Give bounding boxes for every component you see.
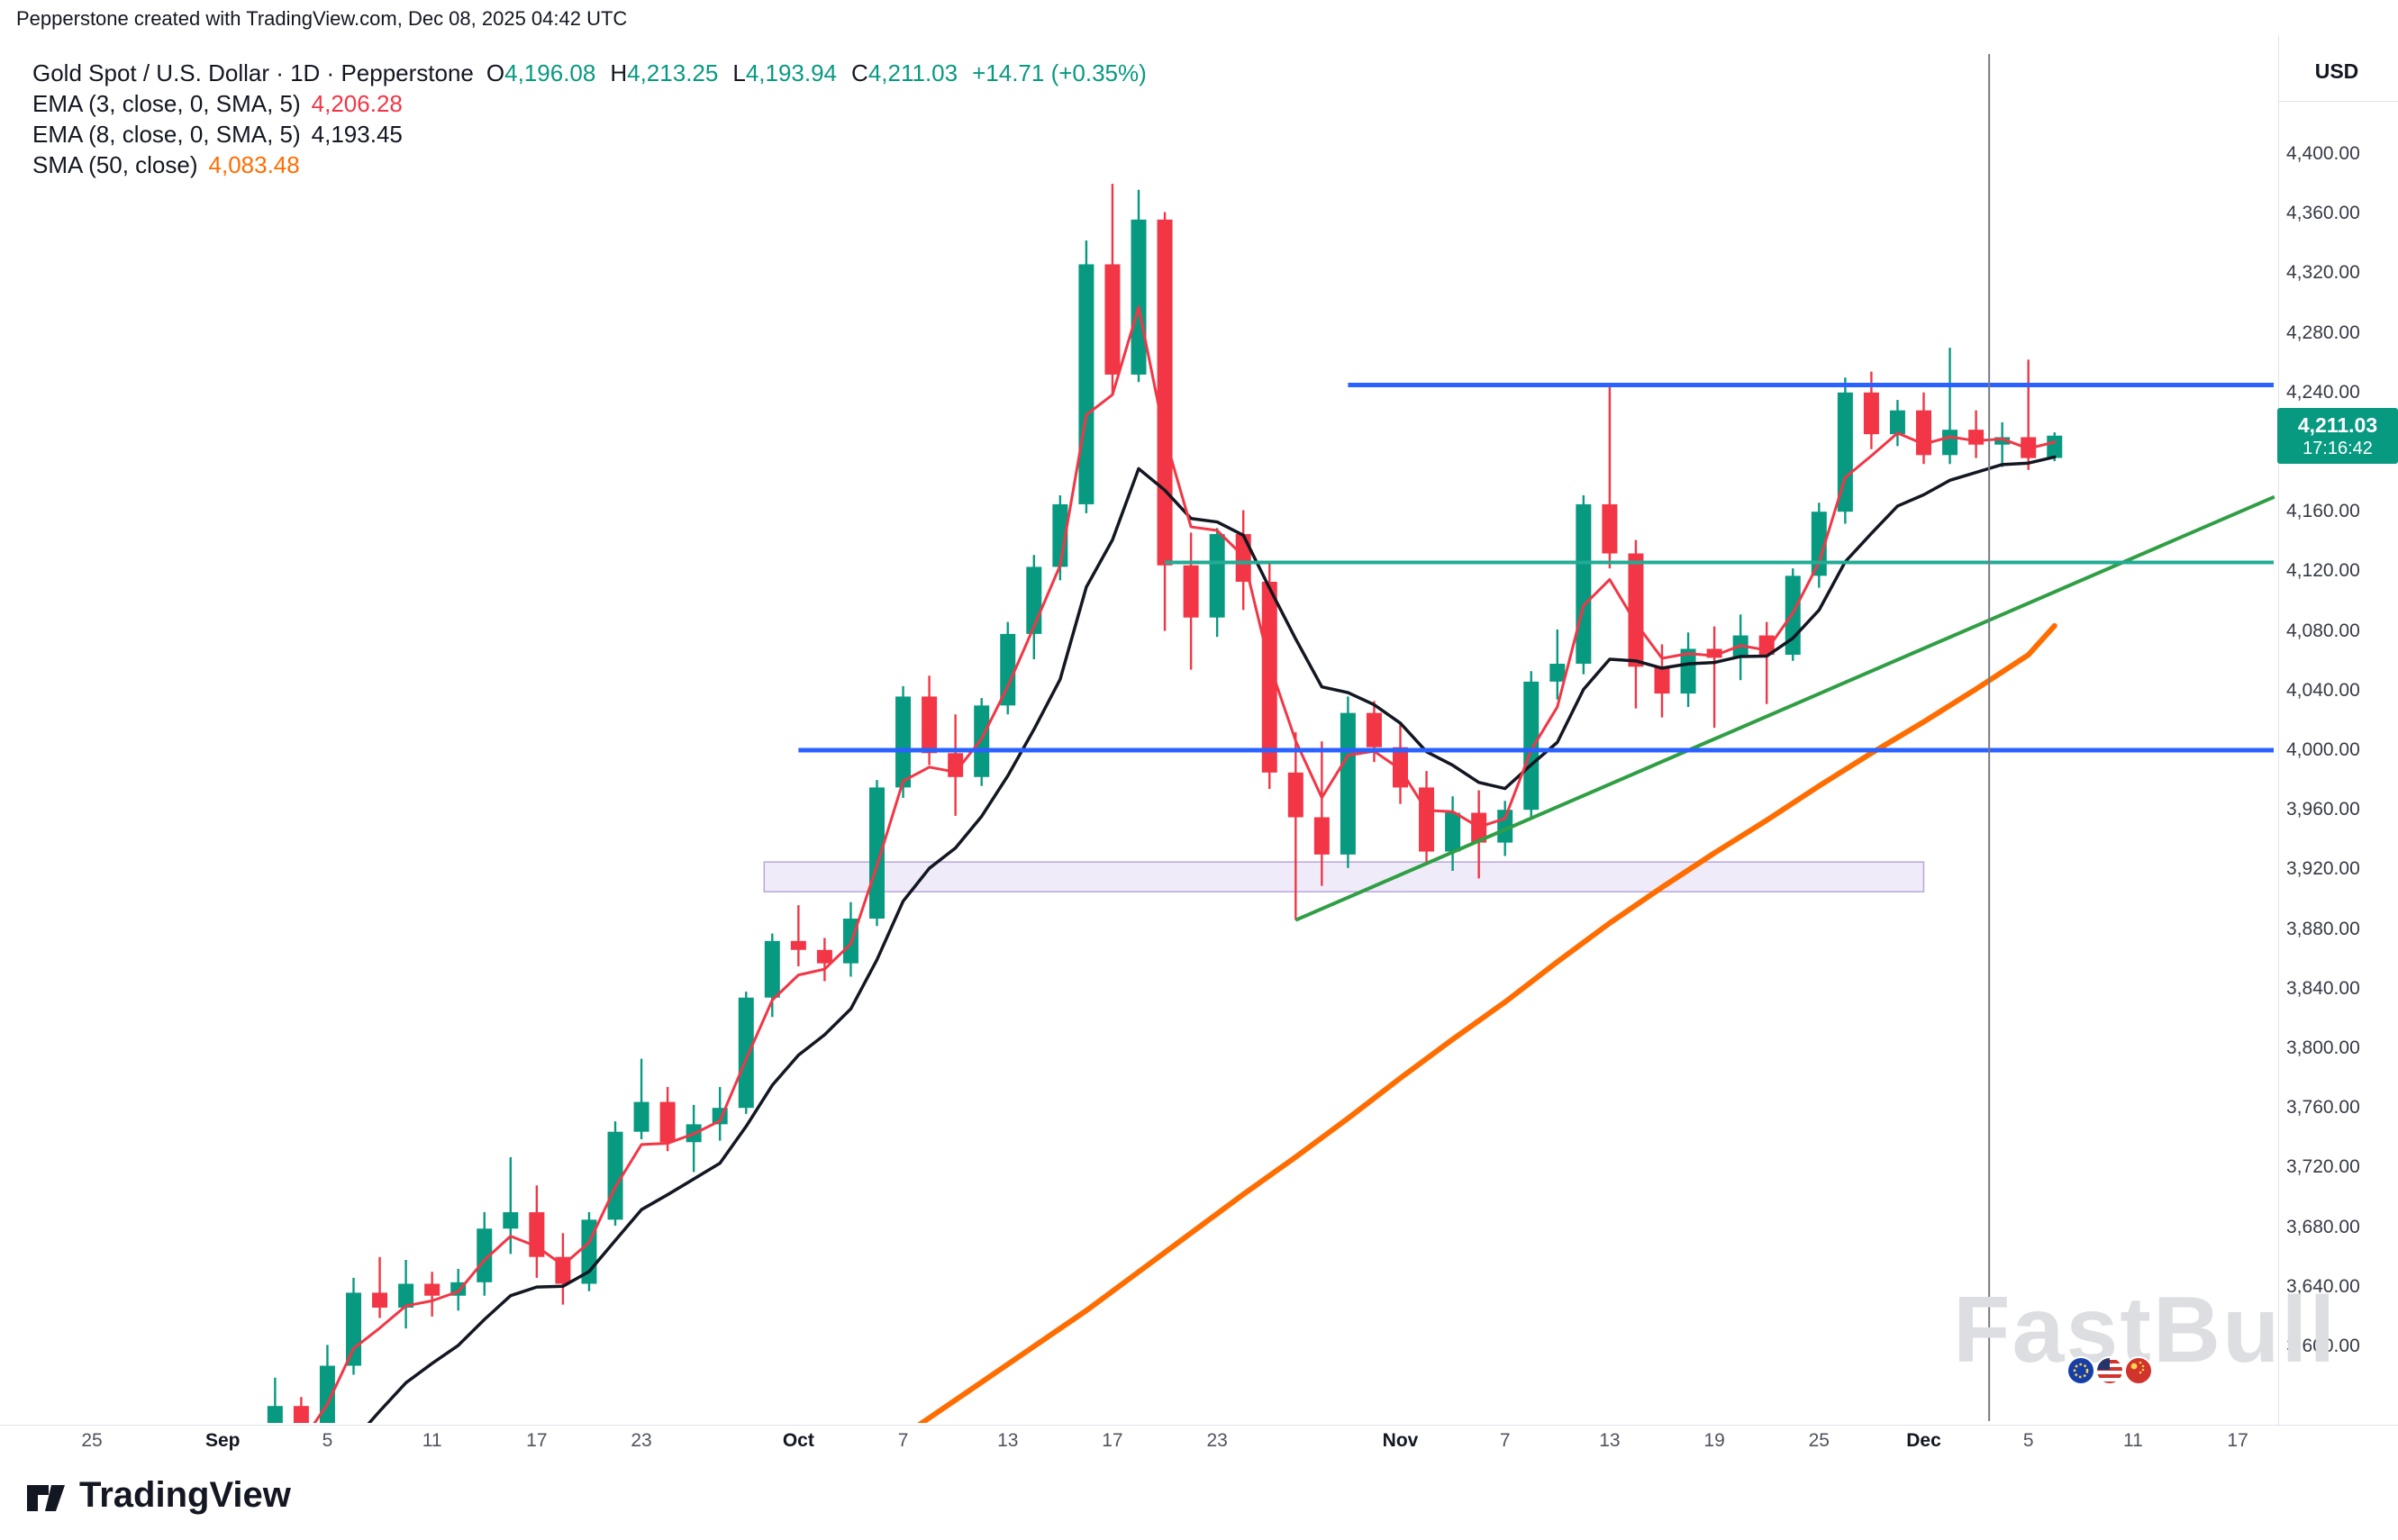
open-value: 4,196.08 xyxy=(504,59,596,86)
trendline xyxy=(1294,494,2275,922)
footer-brand[interactable]: TradingView xyxy=(79,1475,291,1515)
eu-flag-icon xyxy=(2066,1356,2095,1385)
ohlc-values: O4,196.08 H4,213.25 L4,193.94 C4,211.03 … xyxy=(486,58,1147,88)
time-tick-day: 25 xyxy=(81,1430,103,1451)
time-tick-month: Nov xyxy=(1382,1430,1419,1451)
price-tick-label: 3,760.00 xyxy=(2286,1097,2360,1119)
price-tick-label: 3,600.00 xyxy=(2286,1336,2360,1356)
indicator-label: EMA (3, close, 0, SMA, 5) xyxy=(32,90,301,117)
price-tick-label: 4,040.00 xyxy=(2286,679,2360,701)
last-price-value: 4,211.03 xyxy=(2297,412,2378,437)
indicator-value: 4,083.48 xyxy=(208,151,300,178)
time-axis[interactable]: 25 Sep 5 11 17 23 Oct 7 13 17 23 Nov 7 13 19 25 Dec 5 11 17 xyxy=(0,1430,2398,1466)
last-price-badge: 4,211.03 17:16:42 xyxy=(2277,407,2398,464)
footer: TradingView xyxy=(25,1475,291,1516)
time-tick-day: 13 xyxy=(997,1430,1019,1451)
time-tick-day: 11 xyxy=(2122,1430,2143,1451)
time-tick-day: 23 xyxy=(1206,1430,1228,1451)
price-tick-label: 3,680.00 xyxy=(2286,1216,2360,1237)
time-tick-day: 23 xyxy=(631,1430,652,1451)
axis-header-divider xyxy=(2278,101,2398,102)
time-tick-month: Sep xyxy=(204,1430,241,1451)
indicator-label: SMA (50, close) xyxy=(32,151,198,178)
high-value: 4,213.25 xyxy=(627,59,719,86)
indicator-row-ema8[interactable]: EMA (8, close, 0, SMA, 5) 4,193.45 xyxy=(32,119,1147,149)
price-tick-label: 3,920.00 xyxy=(2286,858,2360,880)
time-tick-month: Dec xyxy=(1906,1430,1941,1451)
cn-flag-icon xyxy=(2124,1356,2153,1385)
time-tick-day: 19 xyxy=(1703,1430,1725,1451)
close-value: 4,211.03 xyxy=(867,59,958,86)
tradingview-logo[interactable] xyxy=(25,1478,67,1514)
time-tick-day: 5 xyxy=(322,1430,333,1451)
time-tick-day: 13 xyxy=(1599,1430,1621,1451)
us-flag-icon xyxy=(2095,1356,2124,1385)
time-tick-day: 11 xyxy=(422,1430,442,1451)
time-tick-month: Oct xyxy=(782,1430,814,1451)
price-axis[interactable]: 4,400.00 4,360.00 4,320.00 4,280.00 4,240.00… xyxy=(2279,36,2398,1425)
price-tick-label: 3,840.00 xyxy=(2286,977,2360,999)
currency-label: USD xyxy=(2314,59,2359,83)
price-tick-label: 3,720.00 xyxy=(2286,1156,2360,1178)
time-axis-divider xyxy=(0,1425,2398,1426)
high-label: H xyxy=(610,59,628,86)
price-tick-label: 4,120.00 xyxy=(2286,560,2360,582)
time-tick-day: 5 xyxy=(2022,1430,2034,1451)
price-tick-label: 3,880.00 xyxy=(2286,918,2360,939)
attribution-text: Pepperstone created with TradingView.com… xyxy=(16,7,628,30)
price-tick-label: 4,000.00 xyxy=(2286,739,2360,760)
indicator-label: EMA (8, close, 0, SMA, 5) xyxy=(32,121,301,148)
time-tick-day: 25 xyxy=(1808,1430,1830,1451)
close-label: C xyxy=(851,59,868,86)
time-tick-day: 17 xyxy=(1102,1430,1123,1451)
symbol-title: Gold Spot / U.S. Dollar · 1D · Peppersto… xyxy=(32,59,474,86)
legend: Gold Spot / U.S. Dollar · 1D · Peppersto… xyxy=(32,58,1147,180)
price-axis-divider xyxy=(2278,36,2279,1425)
price-tick-label: 4,360.00 xyxy=(2286,203,2360,224)
indicator-row-ema3[interactable]: EMA (3, close, 0, SMA, 5) 4,206.28 xyxy=(32,88,1147,119)
price-tick-label: 4,400.00 xyxy=(2286,143,2360,164)
support-zone-box xyxy=(763,861,1925,892)
time-tick-day: 17 xyxy=(526,1430,548,1451)
change-value: +14.71 (+0.35%) xyxy=(972,59,1147,86)
price-tick-label: 4,160.00 xyxy=(2286,501,2360,522)
open-label: O xyxy=(486,59,505,86)
time-tick-day: 17 xyxy=(2227,1430,2248,1451)
price-tick-label: 3,640.00 xyxy=(2286,1275,2360,1297)
ema3-line xyxy=(313,305,2057,1423)
ema8-line xyxy=(367,455,2057,1423)
low-label: L xyxy=(732,59,746,86)
indicator-value: 4,206.28 xyxy=(311,90,403,117)
price-tick-label: 4,240.00 xyxy=(2286,381,2360,403)
time-tick-day: 7 xyxy=(1499,1430,1511,1451)
price-tick-label: 3,960.00 xyxy=(2286,799,2360,820)
indicator-row-sma50[interactable]: SMA (50, close) 4,083.48 xyxy=(32,149,1147,180)
price-tick-label: 4,280.00 xyxy=(2286,322,2360,343)
plot-layers xyxy=(267,54,2275,1423)
time-tick-day: 7 xyxy=(897,1430,909,1451)
flag-icons xyxy=(2065,1353,2164,1393)
low-value: 4,193.94 xyxy=(745,59,838,86)
price-tick-label: 4,080.00 xyxy=(2286,620,2360,641)
price-tick-label: 3,800.00 xyxy=(2286,1037,2360,1058)
bar-countdown: 17:16:42 xyxy=(2303,438,2373,458)
price-tick-label: 4,320.00 xyxy=(2286,262,2360,284)
indicator-value: 4,193.45 xyxy=(311,121,403,148)
symbol-row[interactable]: Gold Spot / U.S. Dollar · 1D · Peppersto… xyxy=(32,58,1147,88)
